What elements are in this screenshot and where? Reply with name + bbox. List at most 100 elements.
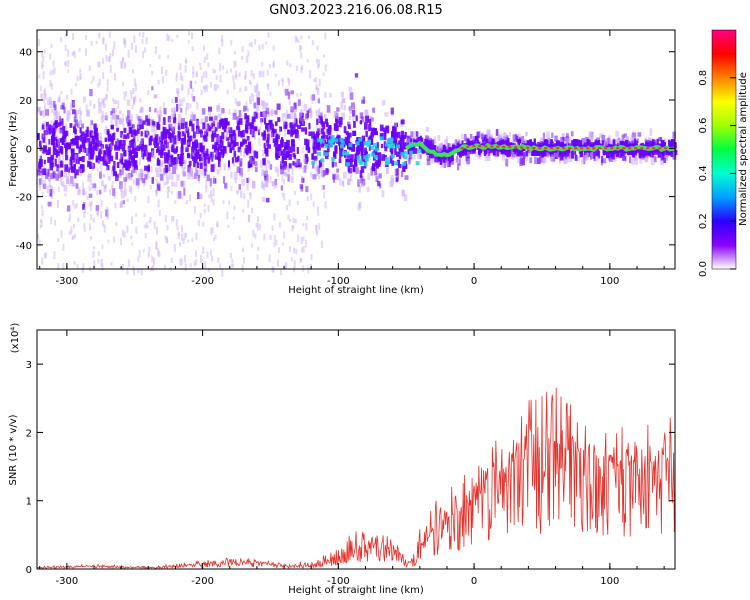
spectrogram-cell	[212, 199, 215, 206]
spectrogram-cell	[171, 144, 175, 149]
spectrogram-cell	[171, 38, 174, 43]
spectrogram-cell	[484, 155, 489, 162]
spectrogram-cell	[80, 110, 83, 116]
spectrogram-cell	[110, 143, 113, 150]
spectrogram-cell	[426, 159, 431, 166]
spectrogram-cell	[70, 158, 74, 165]
spectrogram-cell	[111, 108, 115, 113]
spectrogram-cell	[101, 145, 104, 151]
spectrogram-cell	[191, 111, 194, 120]
spectrogram-cell	[206, 124, 209, 132]
spectrogram-cell	[307, 267, 310, 274]
spectrogram-cell	[72, 155, 75, 163]
spectrogram-cell	[136, 124, 141, 130]
spectrogram-cell	[368, 119, 372, 125]
spectrogram-cell	[43, 253, 46, 259]
spectrogram-cell	[193, 160, 196, 168]
spectrogram-cell	[289, 218, 292, 222]
spectrogram-cell	[219, 263, 222, 269]
spectrogram-cell	[71, 148, 75, 155]
spectrogram-cell	[234, 157, 239, 163]
spectrogram-cell	[56, 149, 60, 157]
spectrogram-cell	[356, 155, 361, 160]
spectrogram-cell	[389, 147, 393, 153]
spectrogram-cell	[404, 164, 408, 169]
spectrogram-cell	[207, 109, 211, 116]
spectrogram-cell	[546, 151, 550, 158]
spectrogram-cell	[326, 122, 329, 127]
spectrogram-cell	[353, 121, 356, 128]
spectrogram-cell	[58, 128, 61, 135]
spectrogram-cell	[258, 91, 261, 96]
spectrogram-cell	[240, 150, 242, 157]
spectrogram-cell	[601, 134, 606, 143]
spectrogram-cell	[465, 137, 470, 144]
spectrogram-cell	[71, 178, 74, 183]
spectrogram-cell	[172, 135, 177, 140]
spectrogram-cell	[256, 254, 259, 260]
spectrogram-cell	[293, 267, 295, 273]
spectrogram-cell	[172, 166, 177, 174]
spectrogram-cell	[426, 140, 430, 148]
spectrogram-cell	[142, 120, 146, 125]
spectrogram-cell	[367, 139, 372, 144]
spectrogram-cell	[264, 147, 269, 153]
colorbar-tick-label: 0.0	[698, 261, 709, 277]
colorbar-tick-label: 0.6	[698, 118, 709, 134]
spectrogram-cell	[315, 171, 320, 177]
spectrogram-cell	[42, 71, 45, 80]
spectrogram-cell	[145, 222, 148, 229]
spectrogram-cell	[294, 161, 297, 168]
spectrogram-cell	[172, 138, 177, 145]
spectrogram-cell	[418, 137, 422, 145]
spectrogram-cell	[318, 223, 321, 230]
spectrogram-cell	[58, 111, 61, 117]
spectrogram-cell	[299, 118, 303, 124]
spectrogram-cell	[105, 111, 108, 119]
spectrogram-cell	[136, 129, 140, 134]
spectrogram-cell	[48, 139, 51, 145]
spectrogram-cell	[503, 133, 508, 140]
spectrogram-cell	[78, 156, 83, 161]
spectrogram-cell	[530, 141, 534, 149]
spectrogram-cell	[61, 181, 65, 187]
spectrogram-cell	[285, 261, 288, 269]
spectrogram-cell	[105, 125, 108, 132]
colorbar-tick-label: 0.4	[698, 165, 709, 181]
spectrogram-cell	[356, 148, 361, 155]
spectrogram-cell	[340, 144, 344, 149]
spectrogram-cell	[86, 138, 91, 143]
spectrogram-cell	[146, 225, 149, 229]
spectrogram-cell	[96, 210, 99, 215]
spectrogram-cell	[236, 101, 241, 107]
spectrogram-cell	[78, 48, 81, 52]
spectrogram-cell	[155, 167, 158, 173]
spectrogram-cell	[502, 155, 506, 161]
spectrogram-cell	[198, 178, 201, 184]
spectrogram-cell	[92, 250, 95, 259]
spectrogram-cell	[519, 158, 522, 165]
spectrogram-cell	[135, 45, 137, 53]
spectrogram-cell	[77, 123, 80, 128]
spectrogram-cell	[119, 110, 122, 114]
spectrogram-cell	[400, 170, 404, 178]
spectrogram-cell	[147, 167, 150, 172]
spectrogram-cell	[75, 169, 79, 176]
spectrogram-cell	[81, 164, 85, 172]
spectrogram-cell	[72, 101, 75, 106]
spectrogram-cell	[144, 173, 148, 180]
spectrogram-cell	[210, 164, 215, 172]
spectrogram-cell	[276, 168, 279, 177]
spectrogram-cell	[257, 216, 259, 223]
spectrogram-cell	[310, 95, 312, 100]
spectrogram-cell	[229, 252, 232, 259]
spectrogram-cell	[43, 120, 46, 128]
spectrogram-cell	[157, 166, 162, 173]
spectrogram-cell	[471, 148, 474, 156]
spectrogram-cell	[286, 150, 290, 158]
spectrogram-cell	[169, 123, 173, 128]
spectrogram-cell	[117, 140, 122, 147]
spectrogram-cell	[90, 214, 93, 221]
spectrogram-cell	[519, 153, 524, 159]
spectrogram-cell	[141, 178, 146, 184]
